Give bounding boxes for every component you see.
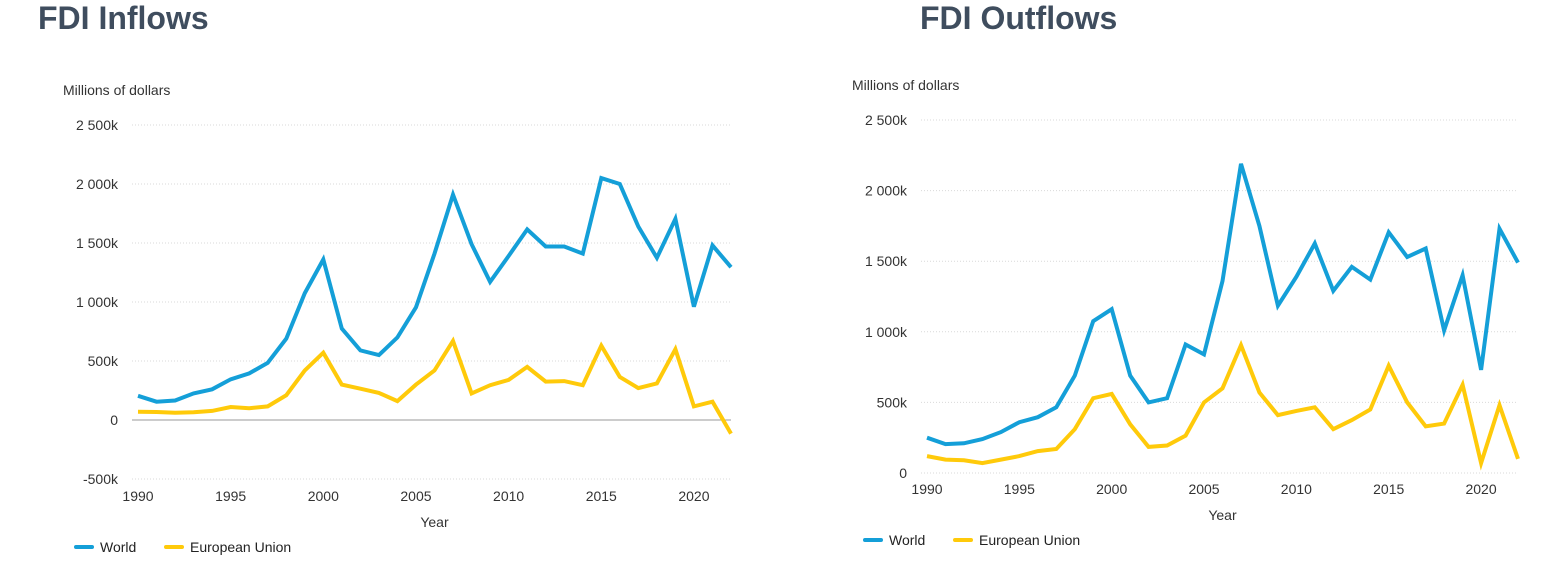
inflows-series-world-line [137,175,733,404]
inflows-y-tick-label: 500k [88,353,119,369]
inflows-legend-label-world: World [100,539,136,555]
outflows-x-tick-label: 2010 [1281,481,1312,497]
outflows-x-tick-label: 2005 [1188,481,1219,497]
inflows-y-tick-label: 1 500k [76,235,119,251]
inflows-x-tick-label: 2000 [308,488,339,504]
outflows-y-tick-label: 2 000k [865,183,908,199]
outflows-y-tick-label: 1 500k [865,253,908,269]
outflows-x-axis-label: Year [1208,507,1237,523]
outflows-series-european-union-line [926,339,1520,471]
inflows-series-european-union-line [137,336,733,435]
outflows-legend-label-european-union: European Union [979,532,1080,548]
inflows-x-tick-label: 2020 [678,488,709,504]
inflows-x-tick-label: 1990 [122,488,153,504]
inflows-y-tick-label: 1 000k [76,294,119,310]
outflows-x-tick-label: 1995 [1004,481,1035,497]
outflows-x-tick-label: 1990 [911,481,942,497]
outflows-y-axis-label: Millions of dollars [852,77,959,93]
outflows-y-tick-label: 1 000k [865,324,908,340]
outflows-x-tick-label: 2020 [1465,481,1496,497]
outflows-y-tick-label: 2 500k [865,112,908,128]
inflows-x-tick-label: 2005 [400,488,431,504]
inflows-y-tick-label: 2 000k [76,176,119,192]
outflows-y-tick-label: 500k [877,394,908,410]
inflows-legend-label-european-union: European Union [190,539,291,555]
outflows-x-tick-label: 2000 [1096,481,1127,497]
inflows-x-tick-label: 2015 [586,488,617,504]
inflows-y-tick-label: -500k [83,471,119,487]
inflows-y-tick-label: 2 500k [76,117,119,133]
outflows-chart: Millions of dollars 2 500k 2 000k 1 500k 1 0… [852,77,1520,548]
outflows-legend-label-world: World [889,532,925,548]
inflows-x-tick-label: 2010 [493,488,524,504]
inflows-x-tick-label: 1995 [215,488,246,504]
inflows-y-tick-label: 0 [110,412,118,428]
inflows-x-axis-label: Year [420,514,449,530]
inflows-y-axis-label: Millions of dollars [63,82,170,98]
chart-title-outflows: FDI Outflows [920,0,1118,36]
chart-title-inflows: FDI Inflows [38,0,209,36]
inflows-chart: Millions of dollars 2 500k 2 000k 1 500k 1 0… [63,82,733,555]
outflows-series-world-line [926,163,1520,447]
outflows-x-tick-label: 2015 [1373,481,1404,497]
outflows-y-tick-label: 0 [899,465,907,481]
